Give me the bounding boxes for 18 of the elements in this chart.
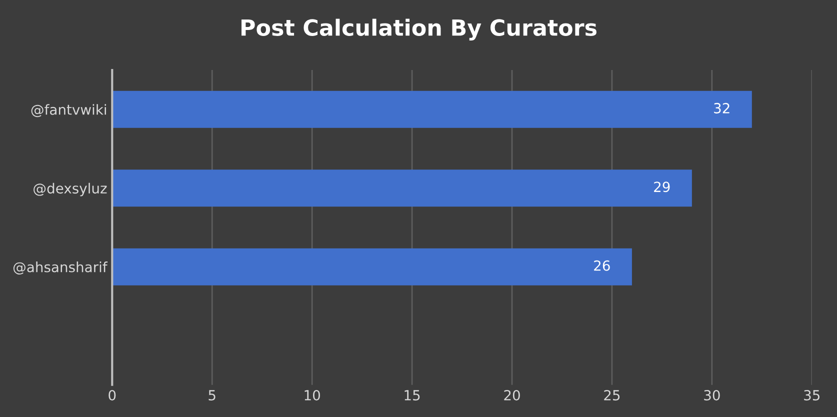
x-tick-label: 30	[704, 390, 720, 401]
y-tick-label: @dexsyluz	[34, 182, 107, 196]
y-tick-label: @fantvwiki	[31, 104, 106, 118]
x-tick-label: 35	[804, 390, 820, 401]
bar	[112, 170, 692, 207]
chart-title: Post Calculation By Curators	[242, 18, 596, 40]
x-tick-label: 0	[108, 390, 116, 401]
x-tick-label: 20	[504, 390, 520, 401]
data-label: 32	[714, 102, 730, 114]
y-tick-label: @ahsansharif	[13, 262, 108, 275]
bar	[112, 90, 752, 128]
x-tick-label: 5	[208, 390, 216, 401]
x-tick-label: 15	[404, 390, 420, 401]
x-tick-label: 10	[304, 390, 320, 401]
bar	[112, 248, 632, 286]
x-tick-label: 25	[604, 390, 620, 401]
data-label: 26	[594, 260, 610, 271]
data-label: 29	[654, 182, 670, 192]
